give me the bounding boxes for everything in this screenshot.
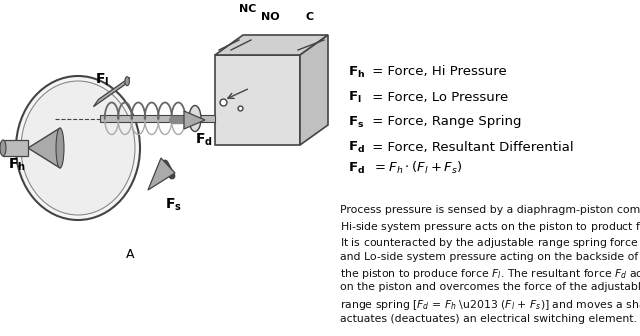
Polygon shape: [215, 35, 328, 55]
Polygon shape: [93, 78, 130, 107]
Text: $\mathbf{F_d}$: $\mathbf{F_d}$: [348, 139, 365, 155]
Text: $= F_h \cdot (F_l + F_s)$: $= F_h \cdot (F_l + F_s)$: [368, 160, 463, 176]
Text: C: C: [306, 12, 314, 22]
Text: It is counteracted by the adjustable range spring force $F_s$: It is counteracted by the adjustable ran…: [340, 236, 640, 250]
Text: = Force, Lo Pressure: = Force, Lo Pressure: [368, 90, 508, 103]
Text: $\mathbf{F_l}$: $\mathbf{F_l}$: [348, 89, 362, 104]
Polygon shape: [100, 115, 215, 122]
Text: range spring [$F_d$ = $F_h$ \u2013 ($F_l$ + $F_s$)] and moves a shaft that: range spring [$F_d$ = $F_h$ \u2013 ($F_l…: [340, 298, 640, 312]
Text: actuates (deactuates) an electrical switching element.: actuates (deactuates) an electrical swit…: [340, 313, 637, 324]
Polygon shape: [28, 128, 60, 168]
Text: and Lo-side system pressure acting on the backside of: and Lo-side system pressure acting on th…: [340, 252, 638, 261]
Ellipse shape: [0, 140, 6, 156]
Polygon shape: [215, 55, 300, 145]
Text: = Force, Range Spring: = Force, Range Spring: [368, 116, 522, 128]
Text: = Force, Resultant Differential: = Force, Resultant Differential: [368, 140, 573, 154]
Text: $\mathbf{F_d}$: $\mathbf{F_d}$: [348, 161, 365, 175]
Ellipse shape: [21, 81, 135, 215]
Text: $\mathbf{F_h}$: $\mathbf{F_h}$: [348, 65, 365, 80]
Ellipse shape: [125, 77, 129, 86]
Polygon shape: [148, 158, 175, 190]
Text: on the piston and overcomes the force of the adjustable: on the piston and overcomes the force of…: [340, 283, 640, 293]
Ellipse shape: [56, 128, 64, 168]
Ellipse shape: [189, 106, 201, 131]
Text: $\mathbf{F_s}$: $\mathbf{F_s}$: [165, 197, 182, 213]
Text: NC: NC: [239, 4, 257, 14]
Polygon shape: [184, 111, 205, 129]
Text: = Force, Hi Pressure: = Force, Hi Pressure: [368, 66, 507, 79]
Ellipse shape: [16, 76, 140, 220]
Polygon shape: [3, 140, 28, 156]
Text: the piston to produce force $F_l$. The resultant force $F_d$ acts: the piston to produce force $F_l$. The r…: [340, 267, 640, 281]
Text: Hi-side system pressure acts on the piston to product force $F_h$.: Hi-side system pressure acts on the pist…: [340, 220, 640, 235]
Polygon shape: [300, 35, 328, 145]
Text: $\mathbf{F_l}$: $\mathbf{F_l}$: [95, 72, 109, 88]
Text: $\mathbf{F_h}$: $\mathbf{F_h}$: [8, 157, 26, 173]
Text: $\mathbf{F_s}$: $\mathbf{F_s}$: [348, 115, 364, 130]
Text: A: A: [125, 249, 134, 261]
Text: $\mathbf{F_d}$: $\mathbf{F_d}$: [195, 132, 212, 148]
Text: Process pressure is sensed by a diaphragm-piston combination.: Process pressure is sensed by a diaphrag…: [340, 205, 640, 215]
Text: NO: NO: [260, 12, 279, 22]
